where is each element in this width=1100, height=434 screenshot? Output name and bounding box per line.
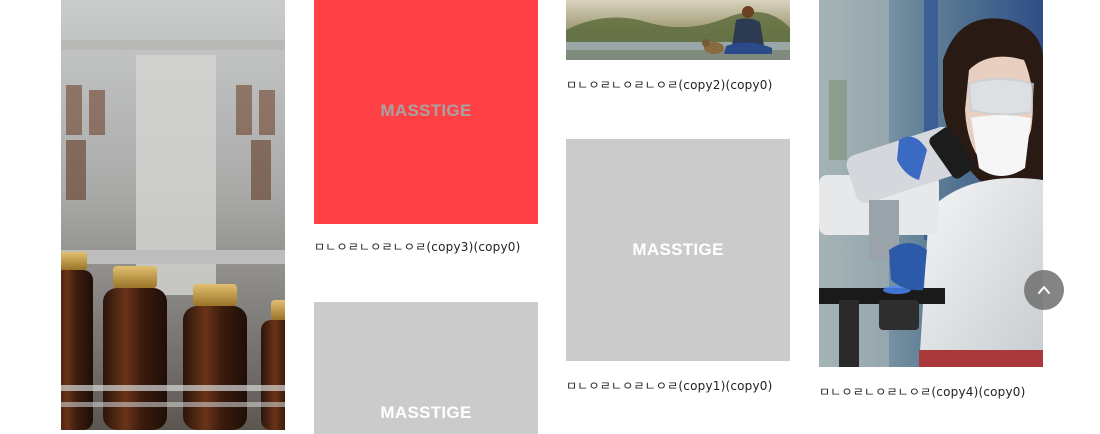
chevron-up-icon bbox=[1038, 286, 1050, 294]
masstige-grey-tile[interactable]: MASSTIGE bbox=[314, 302, 538, 434]
masstige-logo: MASSTIGE bbox=[380, 101, 472, 120]
item-caption[interactable]: ㅁㄴㅇㄹㄴㅇㄹㄴㅇㄹ(copy2)(copy0) bbox=[566, 78, 773, 92]
grey-tile-fill bbox=[314, 302, 538, 434]
lab-photo-tile[interactable] bbox=[819, 0, 1043, 367]
grey-tile-fill bbox=[566, 139, 790, 361]
masstige-red-tile[interactable]: MASSTIGE bbox=[314, 0, 538, 224]
masstige-logo: MASSTIGE bbox=[380, 403, 472, 422]
vials-photo-tile[interactable] bbox=[61, 0, 285, 430]
lab-photo bbox=[819, 0, 1043, 367]
lake-photo-tile[interactable] bbox=[566, 0, 790, 60]
item-caption[interactable]: ㅁㄴㅇㄹㄴㅇㄹㄴㅇㄹ(copy3)(copy0) bbox=[314, 240, 521, 254]
masstige-grey-tile[interactable]: MASSTIGE bbox=[566, 139, 790, 361]
scroll-to-top-button[interactable] bbox=[1024, 270, 1064, 310]
item-caption[interactable]: ㅁㄴㅇㄹㄴㅇㄹㄴㅇㄹ(copy4)(copy0) bbox=[819, 385, 1026, 399]
item-caption[interactable]: ㅁㄴㅇㄹㄴㅇㄹㄴㅇㄹ(copy1)(copy0) bbox=[566, 379, 773, 393]
red-tile-fill bbox=[314, 0, 538, 224]
vials-photo bbox=[61, 0, 285, 430]
masstige-logo: MASSTIGE bbox=[632, 240, 724, 259]
lake-photo bbox=[566, 0, 790, 60]
